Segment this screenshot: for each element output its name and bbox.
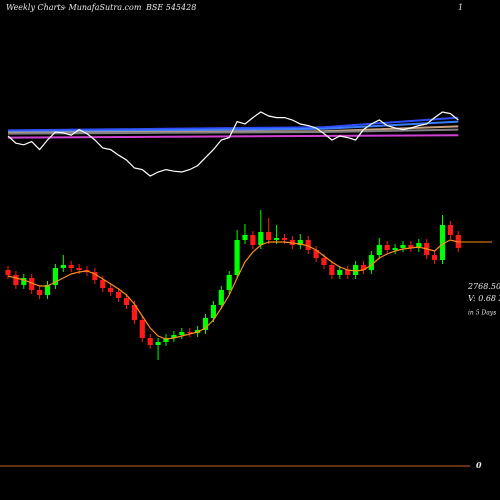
candle-body: [329, 265, 335, 275]
candle-body: [313, 250, 319, 258]
candle-body: [376, 245, 382, 255]
candle-body: [345, 270, 351, 275]
candle-body: [100, 280, 106, 288]
last-price: 2768.50: [467, 282, 500, 291]
candle-body: [392, 248, 398, 250]
candle-body: [258, 232, 264, 245]
candle-body: [60, 265, 66, 268]
candle-body: [116, 292, 122, 298]
candle-body: [123, 298, 130, 305]
candle-body: [432, 255, 438, 260]
candle-body: [13, 275, 19, 285]
volume-ratio: V: 0.68 X: [468, 294, 500, 303]
moving-average: [7, 239, 459, 340]
candle-body: [447, 225, 453, 235]
candle-body: [210, 305, 216, 318]
candle-body: [163, 338, 169, 342]
indicator-band: [7, 116, 459, 132]
site-name: – MunafaSutra.com: [62, 3, 142, 12]
indicator-line: [7, 111, 459, 177]
candle-body: [108, 288, 114, 292]
candle-body: [281, 238, 288, 240]
candle-body: [218, 290, 224, 305]
candle-body: [37, 290, 43, 295]
candle-body: [384, 245, 390, 250]
period: in 5 Days: [468, 310, 496, 317]
candle-body: [52, 268, 58, 285]
candle-body: [187, 332, 193, 333]
candle-body: [92, 272, 98, 280]
indicator-band: [7, 120, 459, 133]
candle-body: [250, 235, 256, 245]
candle-body: [408, 245, 414, 248]
indicator-band: [7, 134, 459, 139]
candle-body: [76, 268, 82, 270]
candle-body: [44, 285, 51, 295]
candle-body: [21, 278, 27, 285]
candle-body: [266, 232, 272, 240]
candle-body: [400, 245, 406, 248]
candle-body: [226, 275, 232, 290]
candle-body: [305, 240, 311, 250]
candle-body: [368, 255, 374, 270]
symbol: BSE 545428: [145, 3, 196, 12]
candle-body: [274, 238, 280, 240]
candle-body: [353, 265, 359, 275]
candle-body: [416, 243, 422, 248]
page-number: 1: [458, 3, 463, 12]
candle-body: [5, 270, 11, 275]
candle-body: [321, 258, 327, 265]
candle-body: [337, 270, 343, 275]
volume-zero-label: 0: [476, 460, 482, 470]
candle-body: [131, 305, 137, 320]
candle-body: [139, 320, 145, 338]
candle-body: [179, 332, 185, 335]
candle-body: [439, 225, 446, 260]
candle-body: [155, 342, 161, 345]
candle-body: [147, 338, 153, 345]
candle-body: [297, 240, 303, 245]
candle-body: [171, 335, 177, 338]
candle-body: [234, 240, 240, 275]
candle-body: [242, 235, 248, 240]
candle-body: [360, 265, 367, 270]
candle-body: [202, 318, 209, 330]
chart-type: Weekly Charts: [6, 3, 65, 12]
candle-body: [68, 265, 74, 268]
candle-body: [29, 278, 35, 290]
